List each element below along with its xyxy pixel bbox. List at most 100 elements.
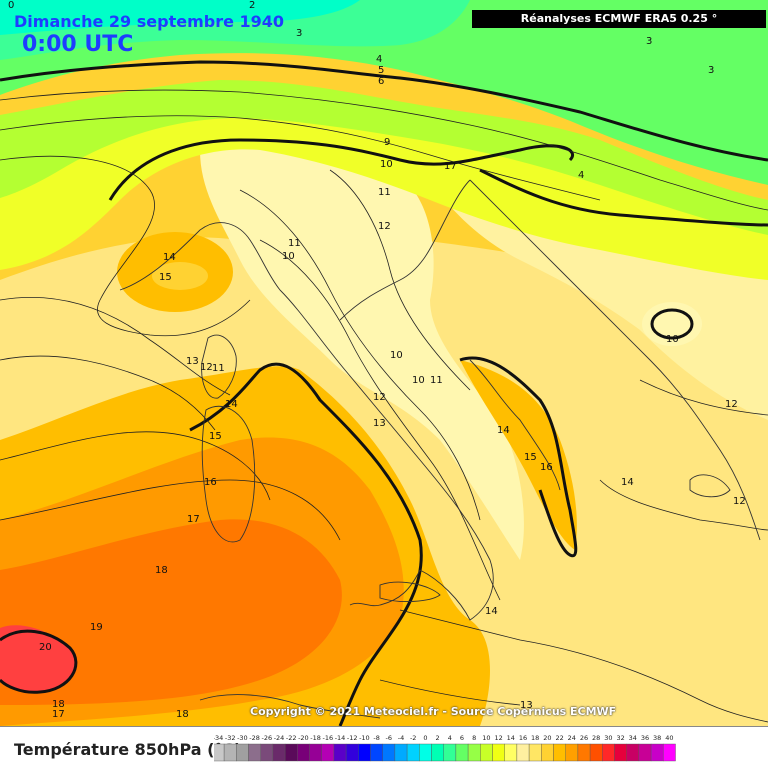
band-red-20	[0, 625, 76, 693]
contour-label: 17	[444, 161, 457, 172]
legend-tick-label: 40	[665, 734, 673, 742]
band-light-yellow-12	[200, 146, 524, 560]
legend-tick-label: 38	[653, 734, 661, 742]
legend-swatch	[516, 743, 530, 762]
legend-tick-label: 0	[423, 734, 427, 742]
legend-swatch	[528, 743, 542, 762]
legend-swatch	[602, 743, 615, 762]
contour-label: 14	[225, 399, 238, 410]
warm-pocket-inner	[152, 262, 208, 290]
legend-tick-label: -8	[373, 734, 379, 742]
isotherm-thin	[0, 89, 768, 723]
legend-swatch	[663, 743, 676, 762]
contour-label: 10	[666, 334, 679, 345]
legend-tick-label: 6	[460, 734, 464, 742]
legend-swatch	[614, 743, 627, 762]
legend-swatch	[309, 743, 322, 762]
legend-swatch	[236, 743, 249, 762]
coastlines	[119, 179, 761, 719]
legend-swatch	[589, 743, 603, 762]
contour-label: 12	[200, 362, 213, 373]
legend-tick-label: -10	[359, 734, 370, 742]
contour-label: 12	[373, 392, 386, 403]
legend-tick-label: 26	[580, 734, 588, 742]
legend-swatch	[223, 743, 237, 762]
legend-swatch	[577, 743, 591, 762]
legend-swatch	[321, 743, 335, 762]
legend-swatch	[467, 743, 481, 762]
legend-swatch	[345, 743, 359, 762]
contour-label: 15	[524, 452, 537, 463]
legend-tick-label: 20	[543, 734, 551, 742]
contour-label: 12	[378, 221, 391, 232]
contour-label: 14	[621, 477, 634, 488]
legend-tick-label: -24	[274, 734, 285, 742]
legend-tick-label: 24	[568, 734, 576, 742]
band-cyan-2	[0, 0, 360, 35]
contour-label: 12	[725, 399, 738, 410]
legend-tick-label: -34	[214, 734, 223, 742]
contour-label: 14	[485, 606, 498, 617]
legend-tick-label: -26	[261, 734, 272, 742]
legend-swatch	[358, 743, 371, 762]
copyright-notice: Copyright © 2021 Meteociel.fr - Source C…	[250, 705, 617, 718]
legend-tick-label: 18	[531, 734, 539, 742]
contour-label: 10	[282, 251, 295, 262]
contour-label: 18	[176, 709, 189, 720]
legend-swatch	[504, 743, 518, 762]
legend-swatch	[406, 743, 420, 762]
band-orange-19	[0, 519, 342, 705]
legend-tick-label: 16	[519, 734, 527, 742]
contour-label: 14	[497, 425, 510, 436]
legend-tick-label: -28	[249, 734, 260, 742]
contour-label: 11	[378, 187, 391, 198]
contour-label: 16	[204, 477, 217, 488]
legend-tick-label: -6	[386, 734, 392, 742]
contour-label: 15	[209, 431, 222, 442]
legend-tick-label: 2	[436, 734, 440, 742]
contour-label: 10	[412, 375, 425, 386]
legend-swatch	[431, 743, 444, 762]
contour-label: 3	[296, 28, 302, 39]
legend-tick-label: 22	[555, 734, 563, 742]
contour-label: 13	[520, 700, 533, 711]
legend-tick-label: -2	[410, 734, 416, 742]
contour-label: 11	[288, 238, 301, 249]
band-green-6	[0, 80, 768, 235]
legend-swatch	[626, 743, 640, 762]
legend-tick-label: 36	[641, 734, 649, 742]
legend-swatch	[565, 743, 579, 762]
contour-label: 12	[733, 496, 746, 507]
temperature-map: 0 2 3 3 3 4 5 6 4 9 10 11 12 11 10 14 15…	[0, 0, 768, 726]
legend-tick-label: -16	[322, 734, 333, 742]
legend-swatch	[638, 743, 652, 762]
legend-swatch	[260, 743, 274, 762]
legend-tick-label: -30	[237, 734, 248, 742]
contour-labels: 0 2 3 3 3 4 5 6 4 9 10 11 12 11 10 14 15…	[8, 0, 746, 720]
contour-label: 18	[52, 699, 65, 710]
contour-label: 10	[390, 350, 403, 361]
legend-tick-label: 14	[507, 734, 515, 742]
contour-label: 11	[212, 363, 225, 374]
legend-swatch	[553, 743, 566, 762]
legend-title: Température 850hPa (°C)	[14, 740, 242, 759]
legend-tick-label: -18	[310, 734, 321, 742]
contour-label: 5	[378, 65, 384, 76]
legend-swatch	[480, 743, 493, 762]
legend-swatch	[650, 743, 664, 762]
map-title: Dimanche 29 septembre 1940	[14, 12, 285, 31]
contour-label: 14	[163, 252, 176, 263]
legend-swatch	[394, 743, 408, 762]
legend-tick-label: 10	[482, 734, 490, 742]
legend-swatch	[419, 743, 432, 762]
contour-label: 15	[159, 272, 172, 283]
source-label: Réanalyses ECMWF ERA5 0.25 °	[472, 10, 766, 28]
legend-swatch	[272, 743, 286, 762]
contour-label: 2	[249, 0, 255, 11]
contour-label: 3	[646, 36, 652, 47]
map-canvas: 0 2 3 3 3 4 5 6 4 9 10 11 12 11 10 14 15…	[0, 0, 768, 726]
legend-tick-label: 28	[592, 734, 600, 742]
legend-tick-label: -14	[335, 734, 346, 742]
legend-swatch	[297, 743, 310, 762]
warm-pocket-calabria	[460, 360, 577, 550]
